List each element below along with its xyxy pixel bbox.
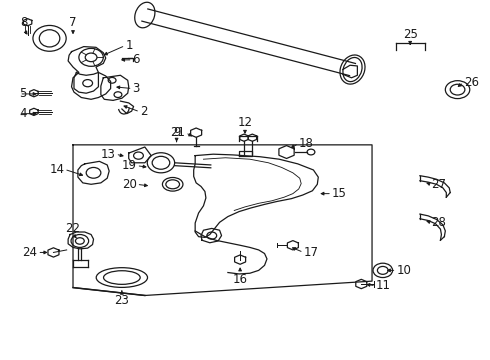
Text: 26: 26: [464, 76, 479, 89]
Text: 3: 3: [133, 82, 140, 95]
Text: 4: 4: [19, 107, 27, 120]
Text: 10: 10: [396, 264, 411, 277]
Text: 24: 24: [23, 246, 37, 259]
Text: 27: 27: [431, 178, 446, 191]
Text: 11: 11: [376, 279, 391, 292]
Text: 17: 17: [304, 246, 318, 259]
Text: 6: 6: [133, 53, 140, 66]
Text: 8: 8: [21, 17, 28, 30]
Text: 21: 21: [171, 126, 185, 139]
Text: 14: 14: [49, 163, 64, 176]
Text: 20: 20: [122, 178, 137, 191]
Text: 22: 22: [66, 221, 80, 234]
Text: 28: 28: [431, 216, 445, 229]
Text: 25: 25: [403, 28, 417, 41]
Text: 13: 13: [100, 148, 116, 161]
Text: 15: 15: [332, 187, 347, 200]
Text: 12: 12: [238, 116, 252, 129]
Text: 2: 2: [140, 105, 147, 118]
Text: 18: 18: [299, 137, 314, 150]
Text: 16: 16: [233, 273, 247, 285]
Text: 19: 19: [122, 159, 137, 172]
Text: 5: 5: [19, 87, 26, 100]
Text: 1: 1: [125, 39, 133, 52]
Text: 9: 9: [173, 126, 180, 139]
Text: 7: 7: [69, 17, 77, 30]
Text: 23: 23: [115, 294, 129, 307]
